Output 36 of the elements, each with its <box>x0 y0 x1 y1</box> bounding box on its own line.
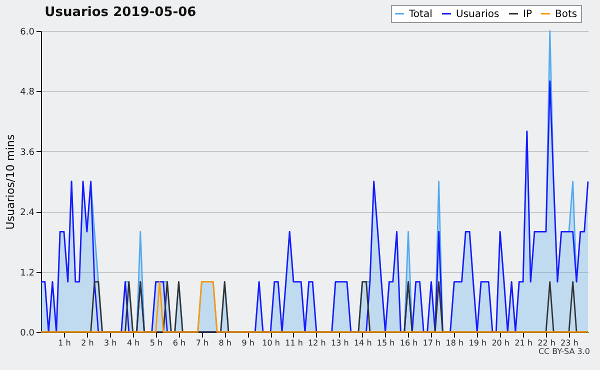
y-tick-label: 0.0 <box>20 328 35 338</box>
x-tick-label: 3 h <box>104 338 117 348</box>
x-tick-label: 9 h <box>242 338 254 348</box>
x-tick-label: 2 h <box>81 338 94 348</box>
y-tick-label: 3.6 <box>20 148 35 158</box>
x-tick-label: 7 h <box>196 338 209 348</box>
y-tick-label: 6.0 <box>20 28 35 38</box>
x-tick-label: 10 h <box>262 338 280 348</box>
x-tick-label: 6 h <box>172 338 186 348</box>
x-tick-label: 14 h <box>354 338 372 348</box>
text: CC BY-SA 3.0 <box>538 347 590 356</box>
x-tick-label: 8 h <box>218 338 232 348</box>
x-tick-label: 21 h <box>514 338 532 348</box>
x-tick-label: 19 h <box>468 338 487 348</box>
x-tick-label: 22 h <box>538 338 556 348</box>
x-tick-label: 15 h <box>376 338 395 348</box>
x-tick-label: 18 h <box>446 338 464 348</box>
legend-label: Usuarios <box>456 8 500 20</box>
y-tick-label: 1.2 <box>20 268 34 278</box>
x-tick-label: 1 h <box>58 338 71 348</box>
y-axis-title: Usuarios/10 mins <box>4 134 18 230</box>
x-tick-label: 16 h <box>400 338 418 348</box>
x-tick-label: 5 h <box>150 338 163 348</box>
y-tick-label: 2.4 <box>20 208 35 218</box>
legend-label: Bots <box>555 8 578 20</box>
x-tick-label: 11 h <box>285 338 303 348</box>
x-tick-label: 17 h <box>422 338 441 348</box>
x-tick-label: 23 h <box>560 338 578 348</box>
x-tick-label: 12 h <box>308 338 326 348</box>
legend-label: Total <box>408 8 432 20</box>
legend-label: IP <box>523 8 532 20</box>
x-tick-label: 13 h <box>331 338 349 348</box>
y-tick-label: 4.8 <box>20 88 35 98</box>
x-tick-label: 4 h <box>126 338 140 348</box>
chart-title: Usuarios 2019-05-06 <box>44 5 196 20</box>
x-tick-label: 20 h <box>492 338 510 348</box>
